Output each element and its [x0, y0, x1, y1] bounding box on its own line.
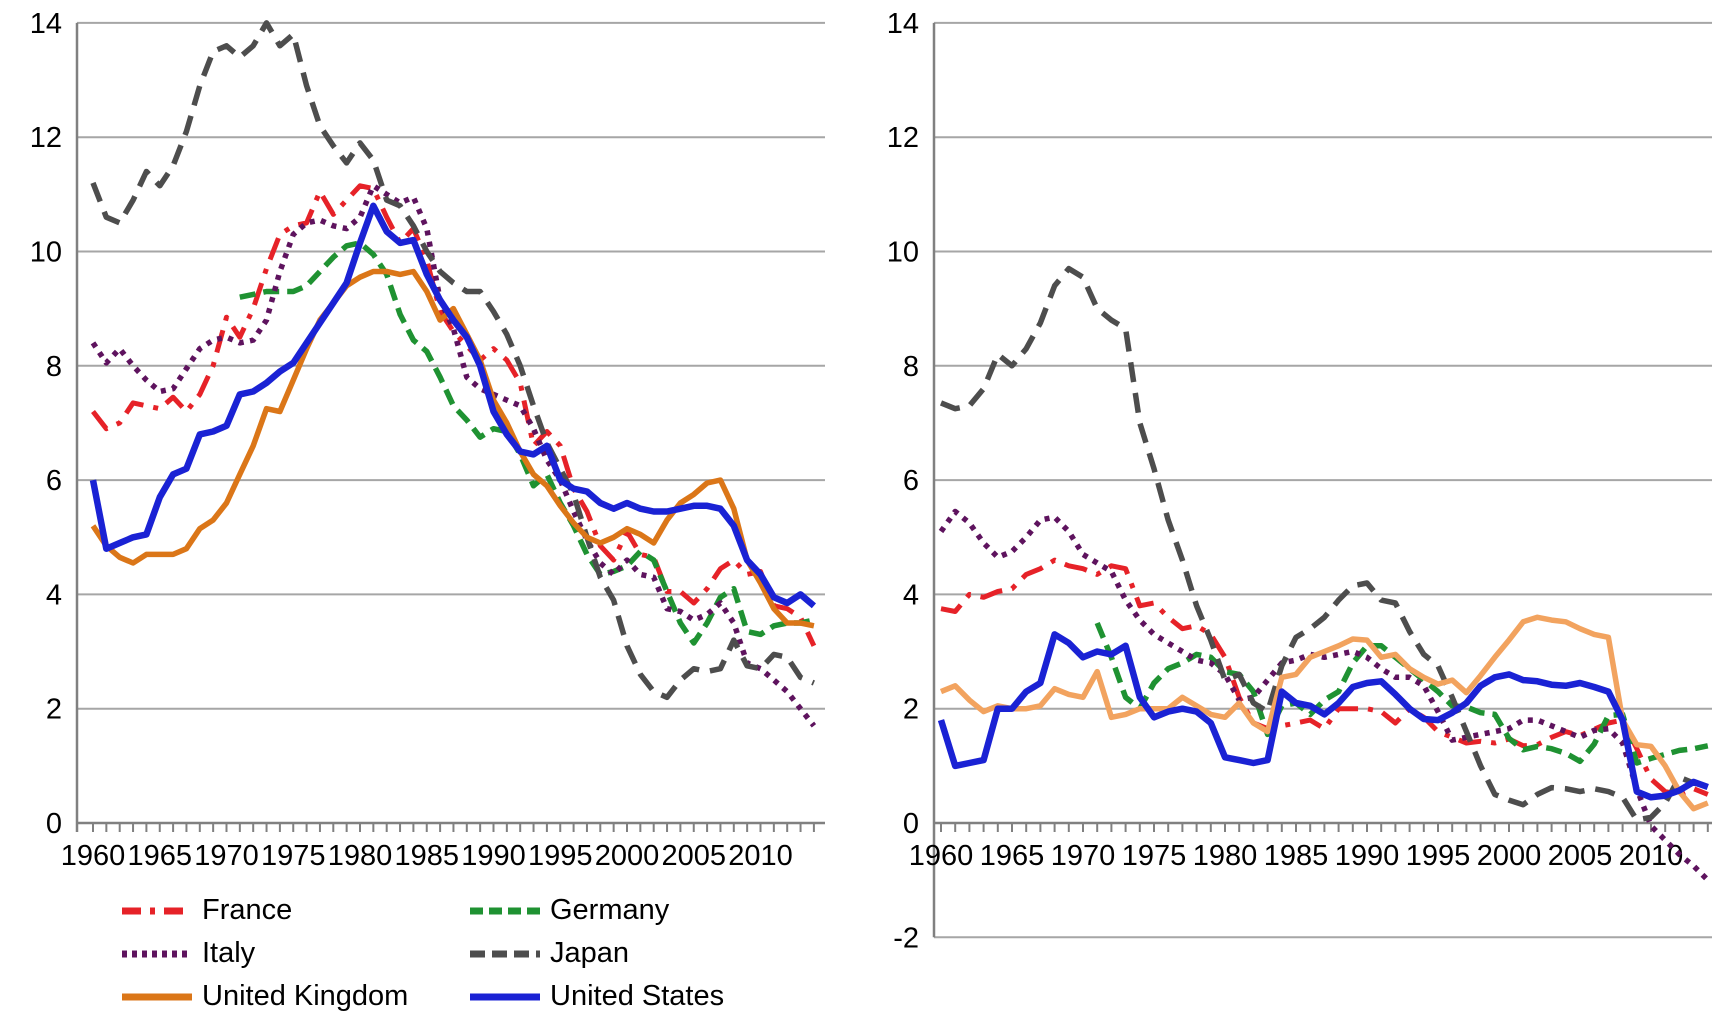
x-axis-label: 2000	[595, 840, 660, 872]
y-axis-label: 14	[30, 8, 62, 40]
x-axis-labels: 1960 1965 1970 1975 1980 1985 1990 1995 2000 2005…	[61, 840, 793, 872]
y-axis-labels: -2 0 2 4 6 8 10 12 14	[887, 8, 919, 954]
series-line-germany-left	[239, 240, 815, 646]
series-line-uk-right	[939, 614, 1709, 812]
gridlines	[77, 21, 825, 710]
series-line-japan-right	[939, 265, 1709, 823]
y-axis-label: 0	[46, 808, 62, 840]
legend-item-united-kingdom: United Kingdom	[118, 980, 466, 1013]
legend-item-france: France	[118, 894, 466, 927]
germany-line-swatch	[470, 907, 540, 914]
y-axis-label: 14	[887, 8, 919, 40]
series-line-france-right	[940, 557, 1709, 797]
y-axis-label: 4	[46, 579, 62, 611]
france-line-swatch	[122, 907, 192, 914]
right-chart-panel: 1960 1965 1970 1975 1980 1985 1990 1995 2000 2005…	[887, 8, 1712, 954]
left-chart-panel: 1960 1965 1970 1975 1980 1985 1990 1995 2000 2005…	[30, 8, 825, 872]
legend-label-japan: Japan	[550, 937, 630, 969]
y-axis-label: 10	[887, 237, 919, 269]
x-axis-label: 2005	[661, 840, 726, 872]
y-axis-label: 0	[903, 808, 919, 840]
x-axis-label: 2005	[1548, 840, 1613, 872]
x-axis-labels: 1960 1965 1970 1975 1980 1985 1990 1995 2000 2005…	[909, 840, 1684, 872]
y-axis-label: 6	[903, 465, 919, 497]
legend-label-united-kingdom: United Kingdom	[202, 980, 409, 1012]
legend-label-italy: Italy	[202, 937, 256, 969]
legend-item-italy: Italy	[118, 937, 466, 970]
y-axis-label: -2	[893, 922, 919, 954]
y-axis-label: 4	[903, 579, 919, 611]
series-line-uk-left	[90, 268, 815, 629]
y-axis-labels: 0 2 4 6 8 10 12 14	[30, 8, 62, 840]
y-axis-label: 2	[903, 694, 919, 726]
y-axis-label: 12	[887, 122, 919, 154]
x-axis-label: 1970	[1051, 840, 1116, 872]
italy-line-swatch	[122, 950, 192, 957]
x-axis-ticks	[940, 823, 1709, 832]
series-line-italy-right	[938, 508, 1710, 883]
y-axis-label: 10	[30, 237, 62, 269]
series-line-us-right	[937, 631, 1709, 801]
x-axis-label: 1990	[461, 840, 526, 872]
y-axis-label: 2	[46, 694, 62, 726]
axes	[932, 22, 1712, 938]
united-kingdom-line-swatch	[122, 993, 192, 1000]
x-axis-label: 1965	[980, 840, 1045, 872]
x-axis-label: 1985	[1264, 840, 1329, 872]
chart-legend: France Germany Italy Japan United Kingdo…	[118, 894, 796, 1013]
x-axis-label: 1960	[61, 840, 126, 872]
x-axis-label: 1960	[909, 840, 974, 872]
x-axis-label: 1985	[394, 840, 459, 872]
x-axis-label: 1990	[1335, 840, 1400, 872]
legend-item-united-states: United States	[466, 980, 796, 1013]
series-line-france-left	[91, 183, 817, 647]
x-axis-label: 1975	[261, 840, 326, 872]
legend-label-france: France	[202, 894, 293, 926]
y-axis-label: 8	[903, 351, 919, 383]
gridlines	[934, 21, 1712, 939]
series-line-italy-left	[90, 183, 817, 728]
x-axis-label: 1980	[1193, 840, 1258, 872]
x-axis-label: 2000	[1477, 840, 1542, 872]
x-axis-label: 2010	[728, 840, 793, 872]
y-axis-label: 8	[46, 351, 62, 383]
axes	[75, 22, 825, 832]
series-line-japan-left	[90, 20, 815, 701]
japan-line-swatch	[470, 950, 540, 957]
series-line-us-left	[89, 202, 817, 609]
legend-item-japan: Japan	[466, 937, 796, 970]
united-states-line-swatch	[470, 993, 540, 1000]
x-axis-label: 1995	[1406, 840, 1471, 872]
x-axis-ticks	[92, 823, 815, 832]
x-axis-label: 1980	[328, 840, 393, 872]
y-axis-label: 12	[30, 122, 62, 154]
x-axis-label: 1975	[1122, 840, 1187, 872]
x-axis-label: 1995	[528, 840, 593, 872]
x-axis-label: 1970	[194, 840, 259, 872]
legend-label-germany: Germany	[550, 894, 670, 926]
legend-label-united-states: United States	[550, 980, 725, 1012]
legend-item-germany: Germany	[466, 894, 796, 927]
y-axis-label: 6	[46, 465, 62, 497]
x-axis-label: 1965	[127, 840, 192, 872]
